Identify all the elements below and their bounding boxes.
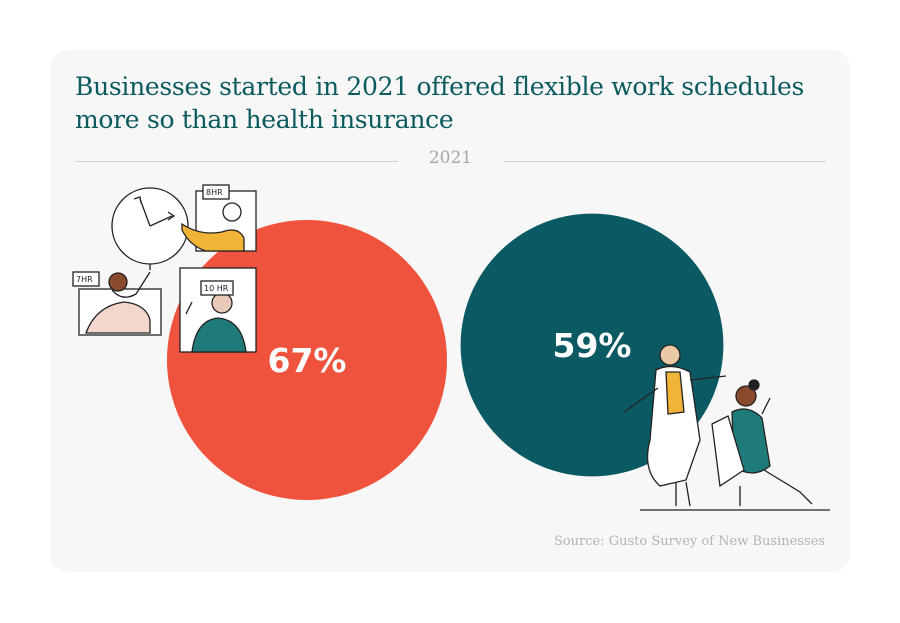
tag-10hr: 10 HR bbox=[204, 284, 229, 293]
year-label: 2021 bbox=[428, 148, 473, 168]
doctor-patient-icon bbox=[623, 344, 830, 511]
divider-line-right bbox=[503, 161, 826, 162]
value-label-health: 59% bbox=[553, 326, 632, 365]
schedule-tag-labels: 8HR 7HR 10 HR bbox=[76, 188, 229, 293]
divider-line-left bbox=[75, 161, 398, 162]
work-schedule-clock-icon bbox=[72, 184, 257, 353]
source-note: Source: Gusto Survey of New Businesses bbox=[553, 534, 825, 549]
tag-8hr: 8HR bbox=[206, 188, 223, 197]
tag-7hr: 7HR bbox=[76, 275, 93, 284]
chart-title: Businesses started in 2021 offered flexi… bbox=[75, 72, 805, 134]
value-label-flexible: 67% bbox=[268, 341, 347, 380]
year-divider: 2021 bbox=[75, 148, 826, 172]
